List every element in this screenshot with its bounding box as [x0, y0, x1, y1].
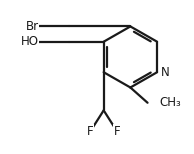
Text: Br: Br — [26, 20, 39, 33]
Text: HO: HO — [21, 35, 39, 48]
Text: F: F — [87, 125, 94, 138]
Text: CH₃: CH₃ — [159, 96, 181, 109]
Text: N: N — [161, 66, 170, 79]
Text: F: F — [114, 125, 120, 138]
